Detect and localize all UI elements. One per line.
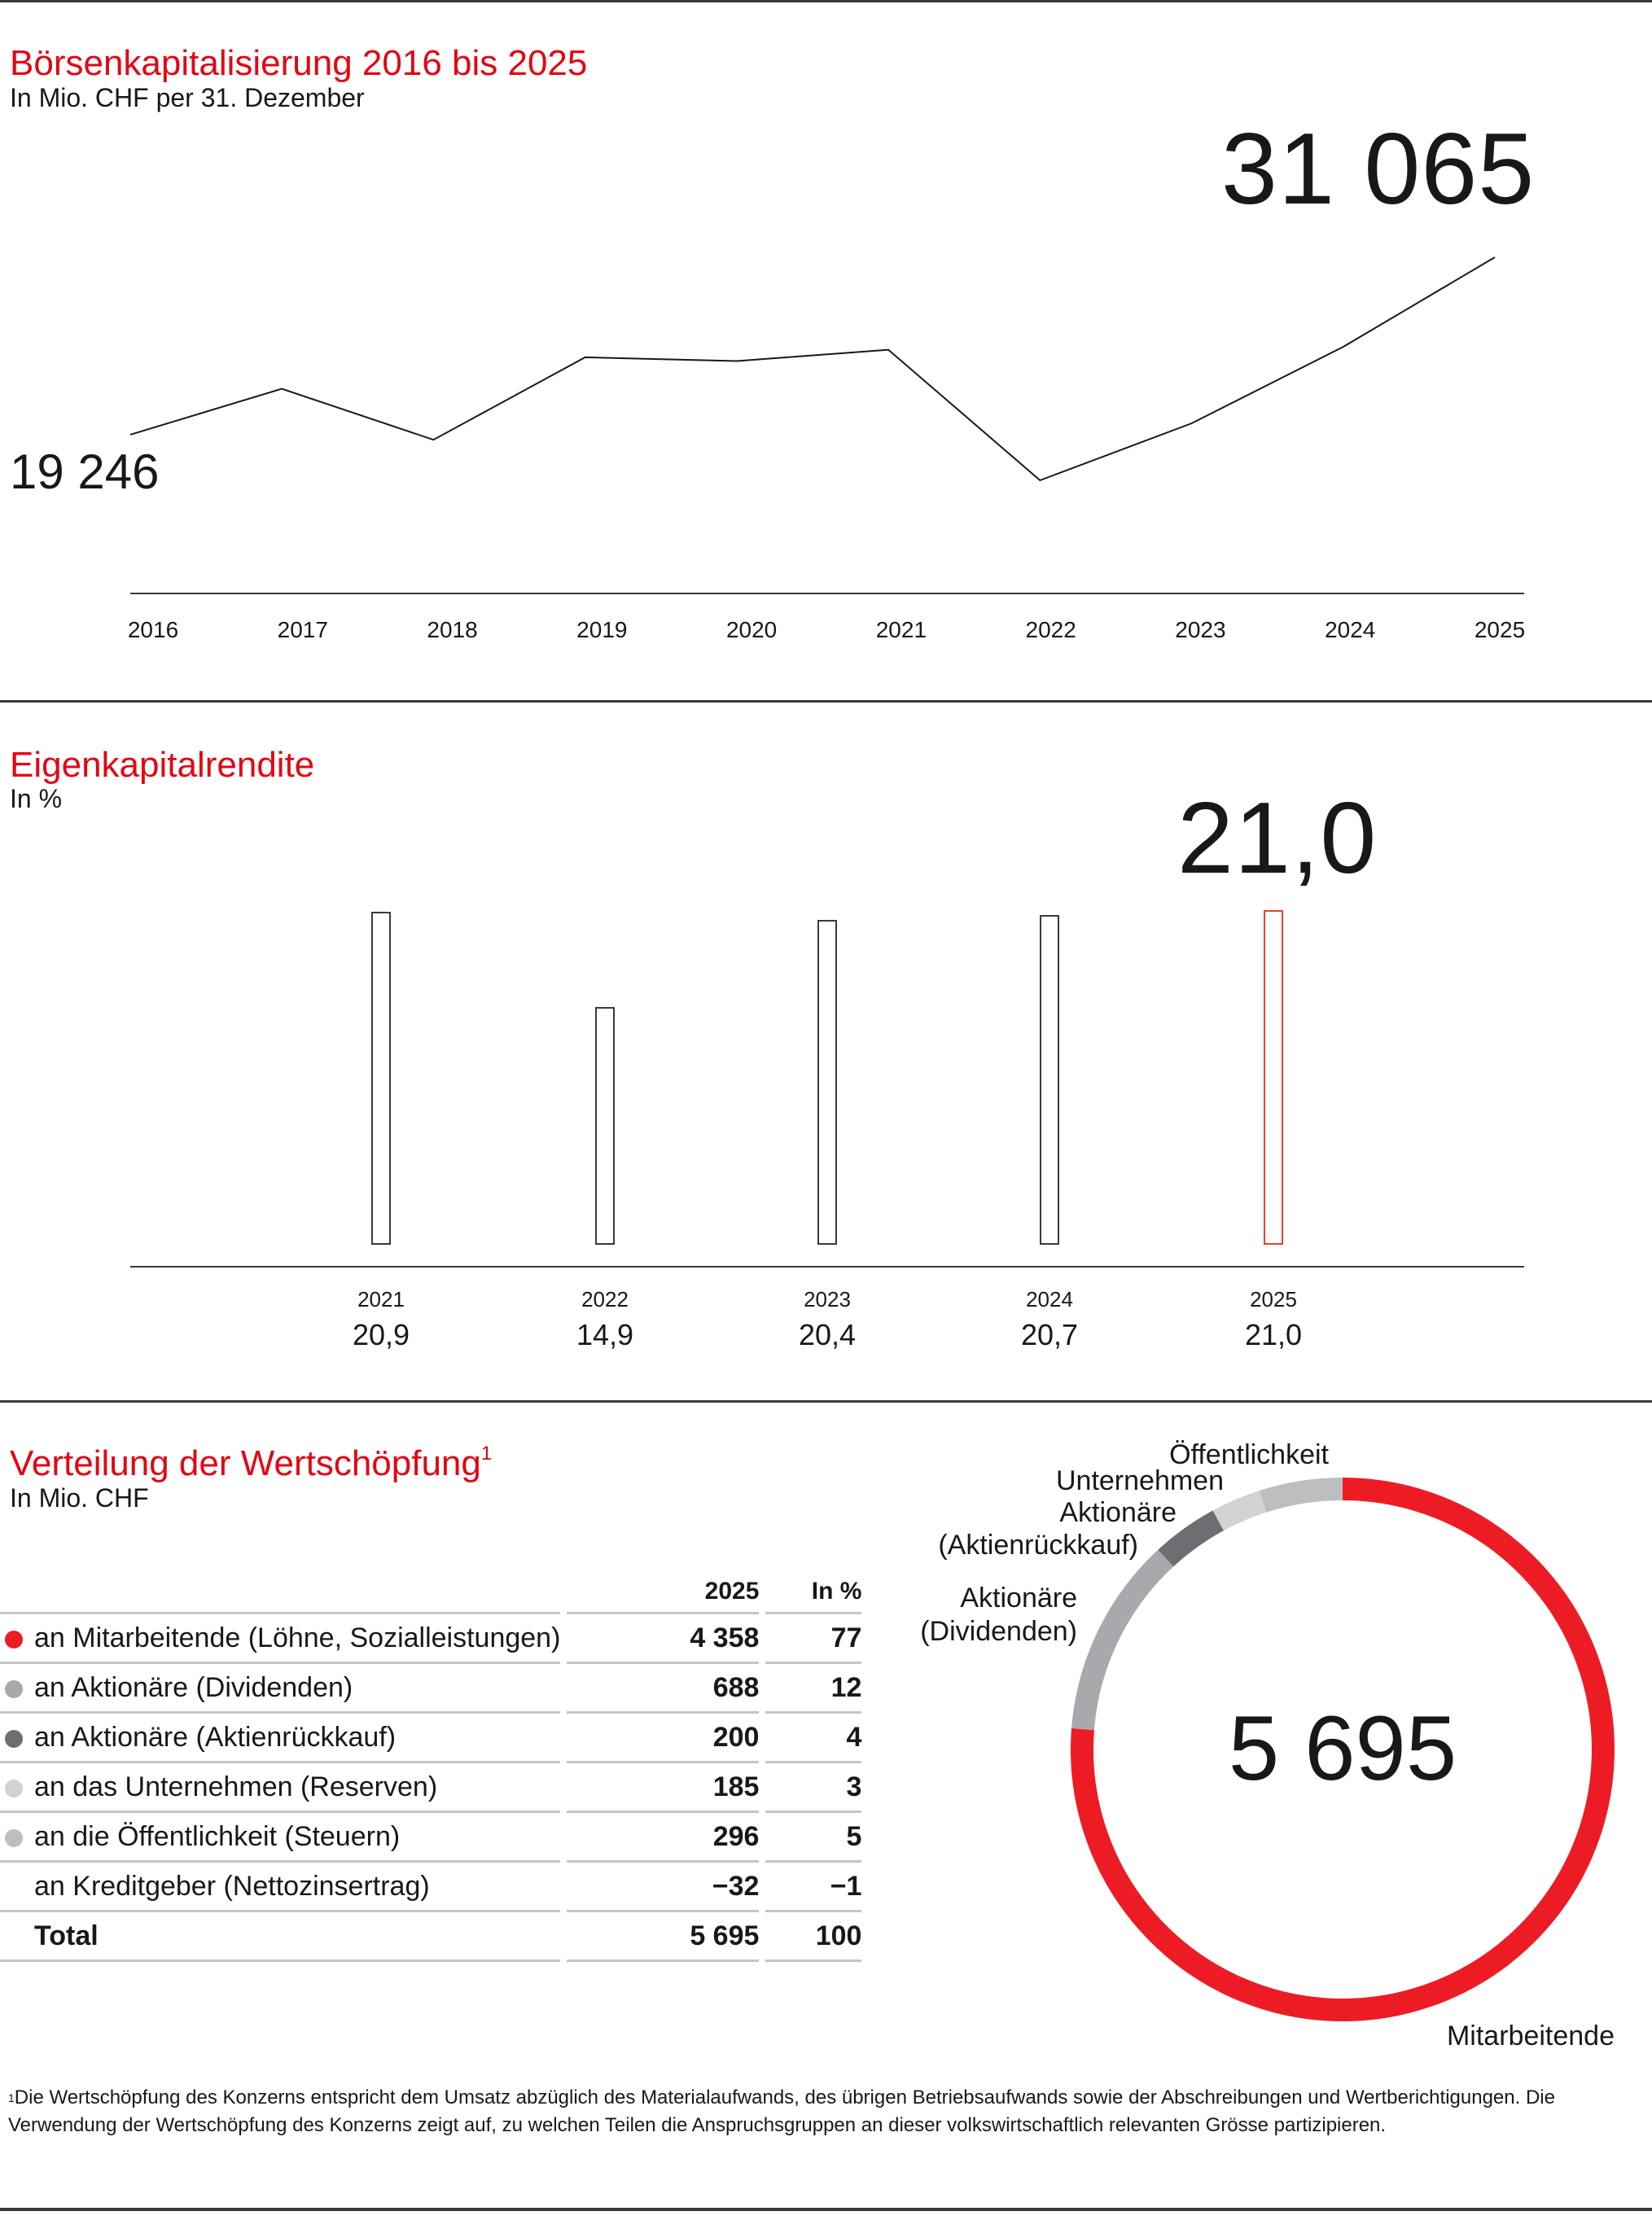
- roe-value-label: 20,7: [1020, 1318, 1079, 1351]
- roe-subtitle: In %: [10, 784, 63, 813]
- roe-latest-value: 21,0: [1177, 782, 1378, 895]
- value-added-donut-chart: [1071, 1478, 1615, 2021]
- x-tick-label: 2024: [1325, 617, 1376, 642]
- roe-bar: [1040, 914, 1059, 1245]
- row-label: an das Unternehmen (Reserven): [34, 1771, 438, 1802]
- row-value-2025: 5 695: [567, 1910, 760, 1962]
- legend-dot-icon: [5, 1828, 23, 1847]
- donut-segment: [1158, 1510, 1225, 1567]
- donut-label-oeffentlichkeit: Öffentlichkeit: [1169, 1439, 1329, 1470]
- table-row: an Mitarbeitende (Löhne, Sozialleistunge…: [0, 1612, 862, 1662]
- row-value-2025: 688: [567, 1662, 760, 1711]
- roe-value-label: 14,9: [576, 1318, 634, 1351]
- x-tick-label: 2021: [875, 617, 927, 642]
- donut-label-aktionaere-rueckkauf-2: (Aktienrückkauf): [938, 1530, 1138, 1561]
- legend-dot-icon: [5, 1779, 23, 1797]
- row-value-2025: −32: [567, 1860, 760, 1910]
- donut-label-aktionaere-dividenden-2: (Dividenden): [920, 1616, 1077, 1647]
- table-header-label: [0, 1561, 560, 1612]
- market-cap-line-chart: [129, 256, 1496, 482]
- x-tick-label: 2018: [427, 617, 478, 642]
- row-label: Total: [34, 1920, 99, 1951]
- row-percent: −1: [765, 1860, 862, 1910]
- value-added-title-text: Verteilung der Wertschöpfung: [10, 1443, 481, 1483]
- value-added-table: 2025 In % an Mitarbeitende (Löhne, Sozia…: [0, 1561, 862, 1962]
- legend-dot-icon: [5, 1679, 23, 1698]
- row-percent: 5: [765, 1811, 862, 1860]
- section-divider-roe: [0, 700, 1652, 703]
- table-header-percent: In %: [811, 1578, 862, 1605]
- row-percent: 77: [765, 1612, 862, 1662]
- market-cap-title: Börsenkapitalisierung 2016 bis 2025: [10, 43, 588, 83]
- market-cap-line: [129, 256, 1496, 482]
- section-divider-value-added: [0, 1400, 1652, 1403]
- row-percent: 3: [765, 1761, 862, 1811]
- x-tick-label: 2023: [1175, 617, 1226, 642]
- donut-segment-mitarbeitende: [1071, 1478, 1615, 2021]
- row-value-2025: 4 358: [567, 1612, 760, 1662]
- row-value-2025: 296: [567, 1811, 760, 1860]
- market-cap-latest-value: 31 065: [1221, 113, 1536, 226]
- row-label: an Kreditgeber (Nettozinsertrag): [34, 1870, 430, 1902]
- row-label: an die Öffentlichkeit (Steuern): [34, 1820, 401, 1852]
- table-row: an das Unternehmen (Reserven) 185 3: [0, 1761, 862, 1811]
- roe-bar: [1264, 910, 1283, 1245]
- donut-segment: [1071, 1549, 1174, 1731]
- donut-label-aktionaere-rueckkauf-1: Aktionäre: [1059, 1497, 1177, 1528]
- roe-value-label: 20,4: [798, 1318, 857, 1351]
- row-value-2025: 185: [567, 1761, 760, 1811]
- row-label: an Aktionäre (Dividenden): [34, 1671, 353, 1703]
- footnote: 1Die Wertschöpfung des Konzerns entspric…: [8, 2084, 1628, 2139]
- x-tick-label: 2019: [576, 617, 628, 642]
- table-header-2025: 2025: [704, 1578, 760, 1605]
- roe-bar: [371, 911, 391, 1245]
- donut-label-unternehmen: Unternehmen: [1055, 1465, 1224, 1496]
- roe-year-label: 2023: [804, 1287, 851, 1311]
- row-percent: 4: [765, 1711, 862, 1761]
- donut-label-mitarbeitende: Mitarbeitende: [1446, 2021, 1615, 2051]
- x-tick-label: 2017: [277, 617, 328, 642]
- donut-segment: [1259, 1478, 1343, 1513]
- table-row: an Kreditgeber (Nettozinsertrag) −32 −1: [0, 1860, 862, 1910]
- section-divider-top: [0, 0, 1652, 2]
- footnote-text: Die Wertschöpfung des Konzerns entsprich…: [8, 2086, 1555, 2136]
- value-added-subtitle: In Mio. CHF: [10, 1483, 149, 1513]
- roe-bar: [817, 919, 837, 1245]
- row-label: an Mitarbeitende (Löhne, Sozialleistunge…: [34, 1622, 561, 1653]
- x-tick-label: 2016: [127, 617, 179, 642]
- roe-year-label: 2025: [1250, 1287, 1297, 1311]
- legend-dot-icon: [5, 1630, 23, 1649]
- roe-value-label: 20,9: [352, 1318, 410, 1351]
- table-row: an Aktionäre (Dividenden) 688 12: [0, 1662, 862, 1711]
- footnote-number: 1: [8, 2091, 15, 2104]
- row-label: an Aktionäre (Aktienrückkauf): [34, 1721, 397, 1753]
- legend-dot-icon: [5, 1729, 23, 1748]
- footnote-marker: 1: [480, 1443, 493, 1465]
- roe-x-axis: [130, 1266, 1524, 1268]
- table-row: Total 5 695 100: [0, 1910, 862, 1962]
- roe-year-label: 2022: [581, 1287, 629, 1311]
- roe-value-label: 21,0: [1244, 1318, 1303, 1351]
- roe-year-label: 2024: [1026, 1287, 1073, 1311]
- row-value-2025: 200: [567, 1711, 760, 1761]
- section-divider-bottom: [0, 2208, 1652, 2211]
- market-cap-start-value: 19 246: [10, 444, 160, 499]
- table-row: an Aktionäre (Aktienrückkauf) 200 4: [0, 1711, 862, 1761]
- market-cap-subtitle: In Mio. CHF per 31. Dezember: [10, 83, 365, 112]
- value-added-title: Verteilung der Wertschöpfung1: [10, 1443, 493, 1483]
- row-percent: 12: [765, 1662, 862, 1711]
- table-row: an die Öffentlichkeit (Steuern) 296 5: [0, 1811, 862, 1860]
- donut-segment: [1212, 1491, 1267, 1531]
- roe-year-label: 2021: [357, 1287, 405, 1311]
- table-header-row: 2025 In %: [0, 1561, 862, 1612]
- donut-center-value: 5 695: [1228, 1697, 1457, 1799]
- x-tick-label: 2020: [725, 617, 778, 642]
- roe-title: Eigenkapitalrendite: [10, 745, 315, 785]
- row-percent: 100: [765, 1910, 862, 1962]
- x-tick-label: 2022: [1025, 617, 1076, 642]
- donut-label-aktionaere-dividenden-1: Aktionäre: [960, 1583, 1077, 1614]
- x-tick-label: 2025: [1474, 617, 1526, 642]
- market-cap-x-axis: [130, 593, 1524, 594]
- roe-bar: [595, 1007, 615, 1245]
